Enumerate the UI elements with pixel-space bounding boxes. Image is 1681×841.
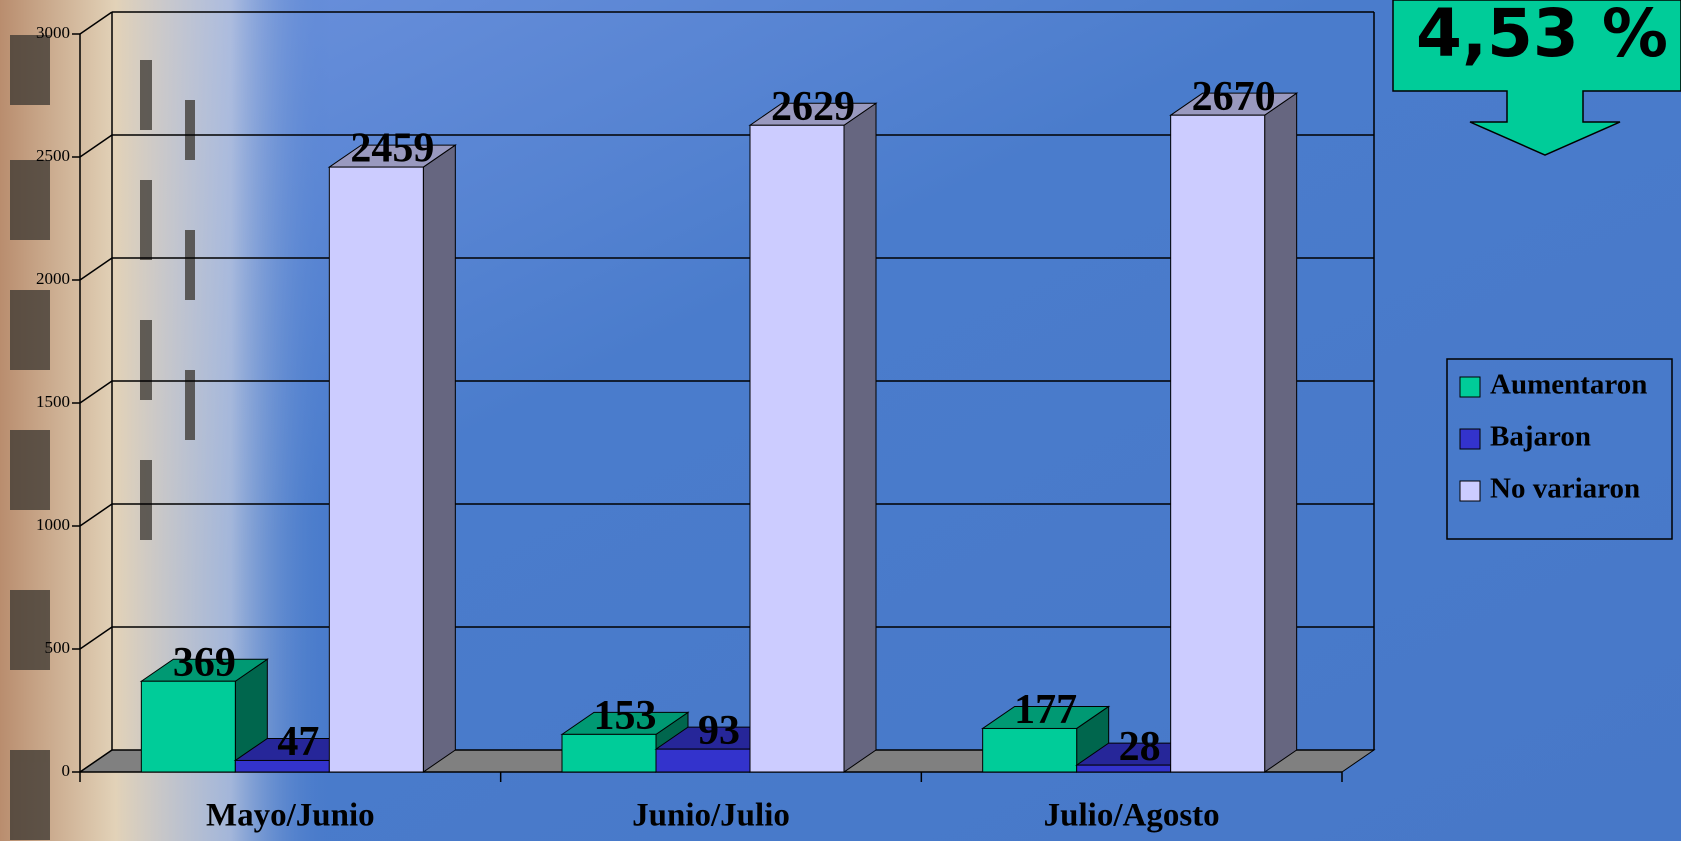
value-label: 177: [1014, 687, 1077, 733]
bar: [1171, 115, 1265, 772]
value-label: 47: [277, 719, 319, 765]
callout-text: 4,53 %: [1416, 0, 1668, 72]
y-tick-label: 3000: [36, 23, 70, 42]
bar: [750, 125, 844, 772]
legend-label: No variaron: [1490, 473, 1640, 505]
y-tick-label: 2500: [36, 146, 70, 165]
legend-label: Aumentaron: [1490, 369, 1647, 401]
legend-swatch: [1460, 429, 1480, 449]
bar: [562, 734, 656, 772]
y-tick-label: 1000: [36, 515, 70, 534]
value-label: 153: [594, 693, 657, 739]
x-tick-label: Junio/Julio: [632, 798, 790, 834]
bar-side: [844, 103, 876, 772]
y-tick-label: 500: [45, 638, 71, 657]
value-label: 93: [698, 708, 740, 754]
value-label: 2670: [1192, 74, 1276, 120]
legend-swatch: [1460, 377, 1480, 397]
bar: [141, 681, 235, 772]
bar: [983, 728, 1077, 772]
legend-swatch: [1460, 481, 1480, 501]
legend-label: Bajaron: [1490, 421, 1591, 453]
page: 0 500 1000 1500 2000 2500 3000 Mayo/Junio 369 47 2…: [0, 0, 1681, 841]
bar-side: [423, 145, 455, 772]
x-tick-label: Julio/Agosto: [1044, 798, 1220, 834]
y-tick-label: 2000: [36, 269, 70, 288]
x-tick-label: Mayo/Junio: [206, 798, 375, 834]
value-label: 369: [173, 640, 236, 686]
value-label: 2459: [350, 126, 434, 172]
bar: [329, 167, 423, 772]
slide: 0 500 1000 1500 2000 2500 3000 Mayo/Junio 369 47 2…: [0, 0, 1681, 841]
value-label: 2629: [771, 84, 855, 130]
bar-side: [1265, 93, 1297, 772]
value-label: 28: [1119, 724, 1161, 770]
y-tick-label: 0: [62, 761, 71, 780]
y-tick-label: 1500: [36, 392, 70, 411]
